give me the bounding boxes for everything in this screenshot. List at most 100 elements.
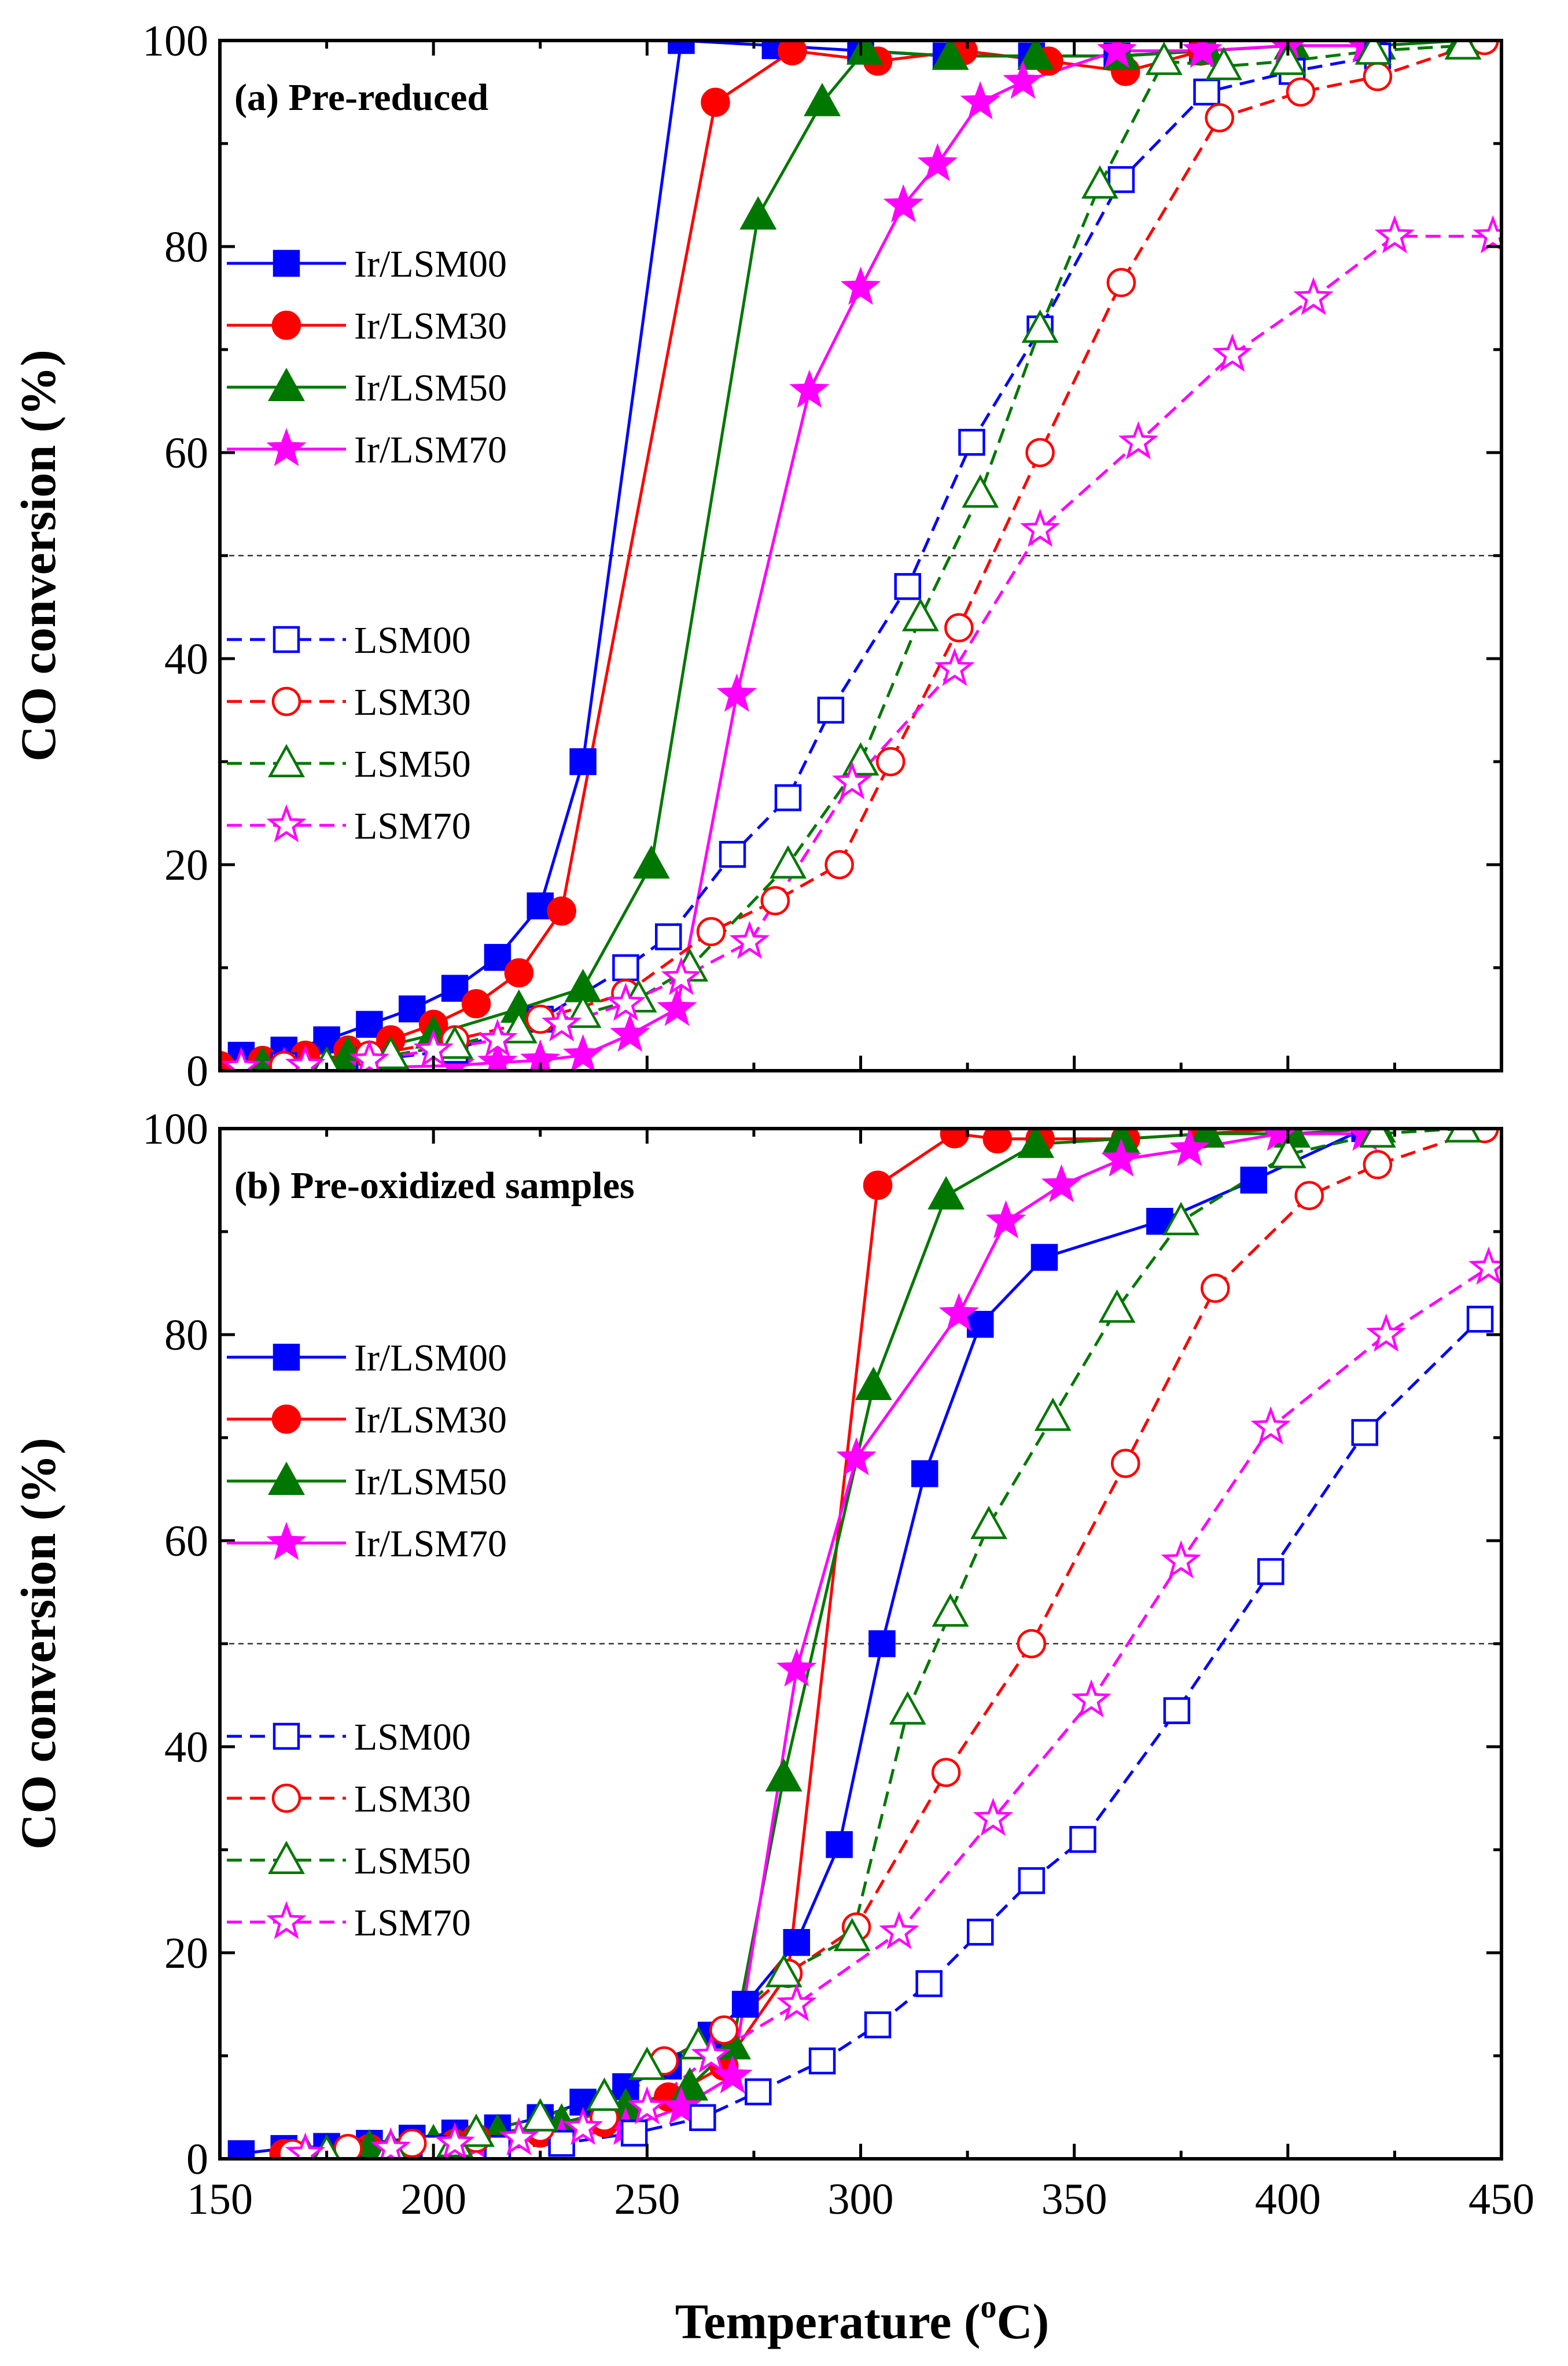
data-point-lsm50 bbox=[833, 1917, 871, 1952]
data-point-ir-lsm70 bbox=[960, 81, 1000, 120]
x-tick-label: 250 bbox=[614, 2175, 680, 2224]
y-tick-label: 100 bbox=[142, 1105, 208, 1153]
data-point-ir-lsm70 bbox=[610, 1013, 650, 1052]
series-line-lsm70 bbox=[241, 234, 1493, 1070]
data-point-lsm00 bbox=[966, 1919, 994, 1946]
data-point-lsm00 bbox=[1107, 166, 1135, 193]
data-point-lsm00 bbox=[1351, 1419, 1378, 1446]
data-point-lsm00 bbox=[1163, 1697, 1191, 1724]
data-point-lsm50 bbox=[1145, 41, 1183, 75]
data-point-lsm30 bbox=[1106, 268, 1136, 297]
data-point-lsm50 bbox=[962, 474, 999, 508]
data-point-lsm00 bbox=[719, 840, 746, 868]
data-point-lsm30 bbox=[931, 1758, 961, 1787]
data-point-lsm30 bbox=[269, 1050, 299, 1071]
data-point-lsm50 bbox=[1034, 1397, 1072, 1431]
data-point-ir-lsm70 bbox=[661, 2086, 702, 2125]
data-point-ir-lsm70 bbox=[712, 2055, 753, 2094]
legend-label-ir-lsm00: Ir/LSM00 bbox=[354, 1337, 507, 1379]
x-tick-label: 300 bbox=[828, 2175, 894, 2224]
data-point-lsm70 bbox=[562, 2107, 603, 2145]
legend-marker-lsm50 bbox=[268, 1840, 305, 1874]
y-tick-label: 80 bbox=[164, 223, 208, 271]
data-point-lsm00 bbox=[620, 2119, 648, 2147]
legend-marker-ir-lsm00 bbox=[273, 249, 300, 277]
legend-label-ir-lsm70: Ir/LSM70 bbox=[354, 429, 507, 471]
data-point-lsm50 bbox=[586, 2077, 623, 2111]
data-point-lsm70 bbox=[879, 1911, 919, 1949]
x-tick-label: 150 bbox=[187, 2175, 253, 2224]
legend-marker-ir-lsm70 bbox=[266, 428, 307, 466]
series-line-ir-lsm70 bbox=[284, 44, 1365, 1070]
data-point-lsm30 bbox=[1017, 1629, 1047, 1659]
series-line-lsm30 bbox=[284, 41, 1485, 1067]
data-point-ir-lsm00 bbox=[1030, 1244, 1058, 1271]
data-point-lsm70 bbox=[541, 1003, 582, 1042]
legend-label-lsm70: LSM70 bbox=[354, 805, 471, 847]
data-point-lsm50 bbox=[372, 1035, 410, 1070]
data-point-ir-lsm30 bbox=[547, 896, 576, 926]
data-point-lsm30 bbox=[825, 850, 854, 880]
legend-marker-lsm30 bbox=[271, 686, 301, 717]
data-point-lsm70 bbox=[221, 1046, 262, 1071]
data-point-ir-lsm50 bbox=[804, 83, 841, 116]
plot-area bbox=[220, 41, 1501, 1071]
data-point-lsm00 bbox=[548, 2130, 575, 2157]
data-point-ir-lsm50 bbox=[932, 41, 969, 70]
data-point-ir-lsm70 bbox=[1041, 1164, 1082, 1203]
data-point-ir-lsm70 bbox=[836, 1437, 877, 1476]
data-point-lsm70 bbox=[1374, 215, 1415, 254]
data-point-lsm70 bbox=[1212, 333, 1253, 372]
data-point-lsm00 bbox=[1018, 1867, 1046, 1894]
data-point-lsm70 bbox=[435, 2122, 475, 2159]
series-line-ir-lsm30 bbox=[220, 49, 1203, 1067]
data-point-ir-lsm30 bbox=[701, 87, 730, 117]
data-point-ir-lsm30 bbox=[940, 1129, 970, 1149]
data-point-ir-lsm00 bbox=[783, 1928, 810, 1956]
data-point-lsm70 bbox=[285, 1044, 326, 1071]
data-point-lsm30 bbox=[696, 917, 726, 946]
legend-label-lsm70: LSM70 bbox=[354, 1902, 471, 1944]
data-point-lsm70 bbox=[934, 648, 975, 686]
data-point-lsm70 bbox=[370, 2127, 411, 2159]
data-point-lsm70 bbox=[627, 2086, 668, 2125]
data-point-lsm50 bbox=[1098, 1289, 1136, 1323]
data-point-ir-lsm70 bbox=[840, 266, 881, 305]
data-point-ir-lsm70 bbox=[1096, 41, 1138, 68]
legend-label-ir-lsm00: Ir/LSM00 bbox=[354, 243, 507, 285]
data-point-lsm70 bbox=[285, 2132, 326, 2159]
legend-label-lsm50: LSM50 bbox=[354, 1840, 471, 1882]
data-point-lsm70 bbox=[605, 982, 646, 1021]
data-point-lsm30 bbox=[1286, 77, 1316, 107]
data-point-lsm70 bbox=[1071, 1679, 1111, 1718]
data-point-lsm00 bbox=[1257, 1558, 1284, 1585]
data-point-lsm50 bbox=[1205, 46, 1243, 80]
legend-label-lsm50: LSM50 bbox=[354, 743, 471, 785]
legend-label-lsm30: LSM30 bbox=[354, 1778, 471, 1820]
data-point-lsm50 bbox=[1081, 165, 1118, 199]
data-point-lsm70 bbox=[1473, 215, 1501, 254]
y-tick-label: 80 bbox=[164, 1311, 208, 1360]
data-point-ir-lsm30 bbox=[982, 1129, 1013, 1154]
legend-marker-ir-lsm50 bbox=[268, 1461, 305, 1495]
data-point-ir-lsm00 bbox=[868, 1630, 896, 1658]
y-tick-label: 60 bbox=[164, 1517, 208, 1566]
data-point-lsm30 bbox=[875, 747, 906, 777]
data-point-ir-lsm00 bbox=[441, 975, 469, 1002]
legend-marker-lsm50 bbox=[268, 744, 305, 777]
data-point-ir-lsm50 bbox=[739, 196, 777, 230]
y-tick-label: 20 bbox=[164, 1929, 208, 1978]
data-point-ir-lsm50 bbox=[765, 1758, 803, 1792]
legend-label-lsm00: LSM00 bbox=[354, 619, 471, 662]
data-point-lsm00 bbox=[894, 573, 921, 600]
data-point-lsm50 bbox=[970, 1505, 1007, 1540]
data-point-ir-lsm00 bbox=[826, 1831, 853, 1858]
data-point-lsm70 bbox=[1365, 1313, 1407, 1352]
legend-marker-ir-lsm50 bbox=[268, 368, 305, 401]
data-point-lsm50 bbox=[1444, 41, 1482, 60]
data-point-lsm00 bbox=[1069, 1825, 1096, 1853]
data-point-ir-lsm50 bbox=[632, 845, 670, 879]
legend-label-lsm00: LSM00 bbox=[354, 1716, 471, 1758]
data-point-lsm70 bbox=[832, 761, 873, 800]
data-point-lsm30 bbox=[709, 2015, 739, 2045]
